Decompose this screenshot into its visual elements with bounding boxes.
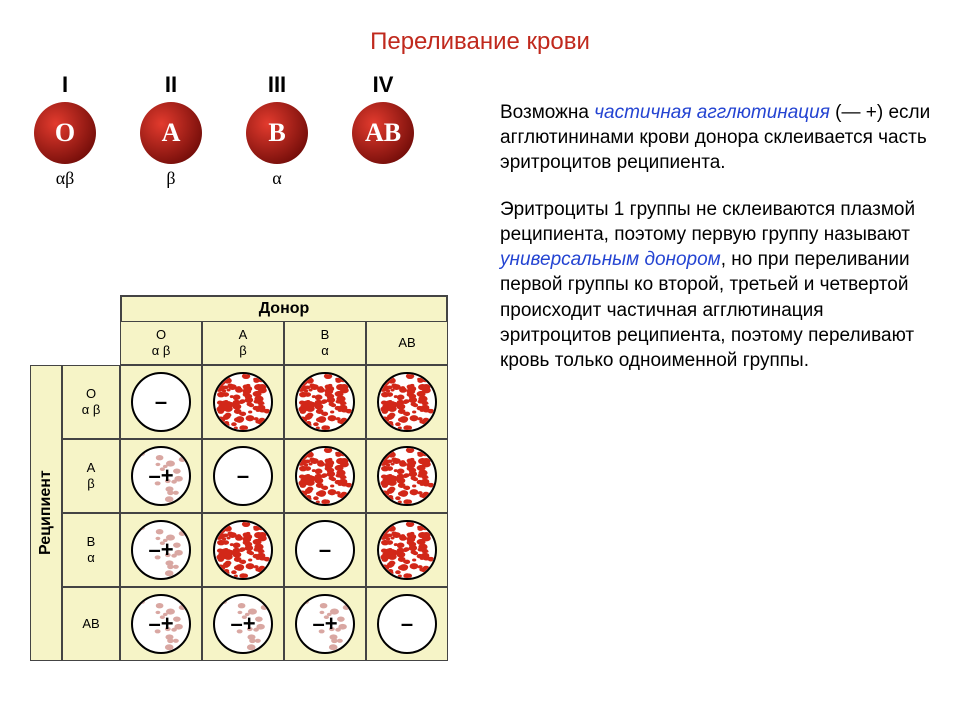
agglutination-circle [213,520,273,580]
hdr-letter: A [239,327,248,343]
cell-mark: –+ [230,611,255,637]
hdr-letter: O [86,386,96,402]
blood-type-AB: IV AB [348,72,418,189]
p2-em: универсальным донором [500,249,721,270]
agglutination-circle: –+ [131,520,191,580]
hdr-letter: A [87,460,96,476]
paragraph-2: Эритроциты 1 группы не склеиваются плазм… [500,197,940,373]
donor-header-O: Oα β [120,321,202,365]
hdr-ab: β [239,343,246,359]
compat-cell [284,365,366,439]
compat-cell: –+ [202,587,284,661]
agglutination-circle [213,372,273,432]
agglutination-circle: –+ [131,446,191,506]
donor-axis-label: Донор [120,295,448,321]
compat-cell: –+ [120,587,202,661]
blood-type-row: IOαβ II Aβ III Bα IV AB [30,72,418,189]
roman-numeral: II [165,72,177,98]
agglutination-circle: – [131,372,191,432]
hdr-letter: B [321,327,330,343]
agglutination-circle: – [295,520,355,580]
compat-cell: –+ [284,587,366,661]
donor-header-AB: AB [366,321,448,365]
agglutination-circle [377,520,437,580]
blood-cell-icon: O [34,102,96,164]
compat-cell [366,365,448,439]
compat-cell: –+ [120,513,202,587]
agglutination-circle: –+ [131,594,191,654]
recipient-header-O: Oα β [62,365,120,439]
recipient-header-AB: AB [62,587,120,661]
hdr-letter: B [87,534,96,550]
compat-cell [284,439,366,513]
p1-em: частичная агглютинация [594,102,830,123]
agglutinin-label: β [166,168,175,189]
hdr-ab: α [87,550,95,566]
roman-numeral: IV [373,72,394,98]
agglutination-circle [295,372,355,432]
compat-cell: –+ [120,439,202,513]
cell-mark: –+ [148,463,173,489]
compatibility-table: Донор Oα βAβBαABРеципиентOα β–Aβ–+–Bα–+–… [30,295,448,661]
cell-mark: –+ [148,537,173,563]
hdr-ab: α β [82,402,101,418]
p2-a: Эритроциты 1 группы не склеиваются плазм… [500,199,915,245]
recipient-header-A: Aβ [62,439,120,513]
cell-mark: –+ [148,611,173,637]
corner-blank [30,321,62,365]
agglutination-circle [377,372,437,432]
agglutination-circle: –+ [213,594,273,654]
agglutinin-label: αβ [56,168,75,189]
p1-a: Возможна [500,102,594,123]
blood-cell-icon: B [246,102,308,164]
donor-header-A: Aβ [202,321,284,365]
compat-cell [366,513,448,587]
blood-type-O: IOαβ [30,72,100,189]
agglutination-circle: –+ [295,594,355,654]
cell-mark: – [319,537,331,563]
compat-cell: – [202,439,284,513]
corner-blank [62,321,120,365]
hdr-letter: AB [398,335,415,351]
compat-cell: – [120,365,202,439]
hdr-ab: β [87,476,94,492]
hdr-ab: α [321,343,329,359]
compat-cell [202,365,284,439]
page-title: Переливание крови [0,28,960,56]
compat-cell: – [366,587,448,661]
roman-numeral: III [268,72,286,98]
agglutination-circle [295,446,355,506]
recipient-header-B: Bα [62,513,120,587]
compat-cell [202,513,284,587]
hdr-letter: O [156,327,166,343]
blood-cell-icon: AB [352,102,414,164]
compat-cell: – [284,513,366,587]
blood-cell-icon: A [140,102,202,164]
roman-numeral: I [62,72,68,98]
agglutination-circle [377,446,437,506]
donor-header-B: Bα [284,321,366,365]
cell-mark: – [237,463,249,489]
blood-type-A: II Aβ [136,72,206,189]
cell-mark: –+ [312,611,337,637]
agglutination-circle: – [377,594,437,654]
cell-mark: – [401,611,413,637]
recipient-axis-label: Реципиент [30,365,62,661]
cell-mark: – [155,389,167,415]
compat-cell [366,439,448,513]
hdr-letter: AB [82,616,99,632]
explanation-text: Возможна частичная агглютинация (— +) ес… [500,100,940,395]
agglutinin-label: α [272,168,281,189]
agglutination-circle: – [213,446,273,506]
paragraph-1: Возможна частичная агглютинация (— +) ес… [500,100,940,175]
blood-type-B: III Bα [242,72,312,189]
hdr-ab: α β [152,343,171,359]
